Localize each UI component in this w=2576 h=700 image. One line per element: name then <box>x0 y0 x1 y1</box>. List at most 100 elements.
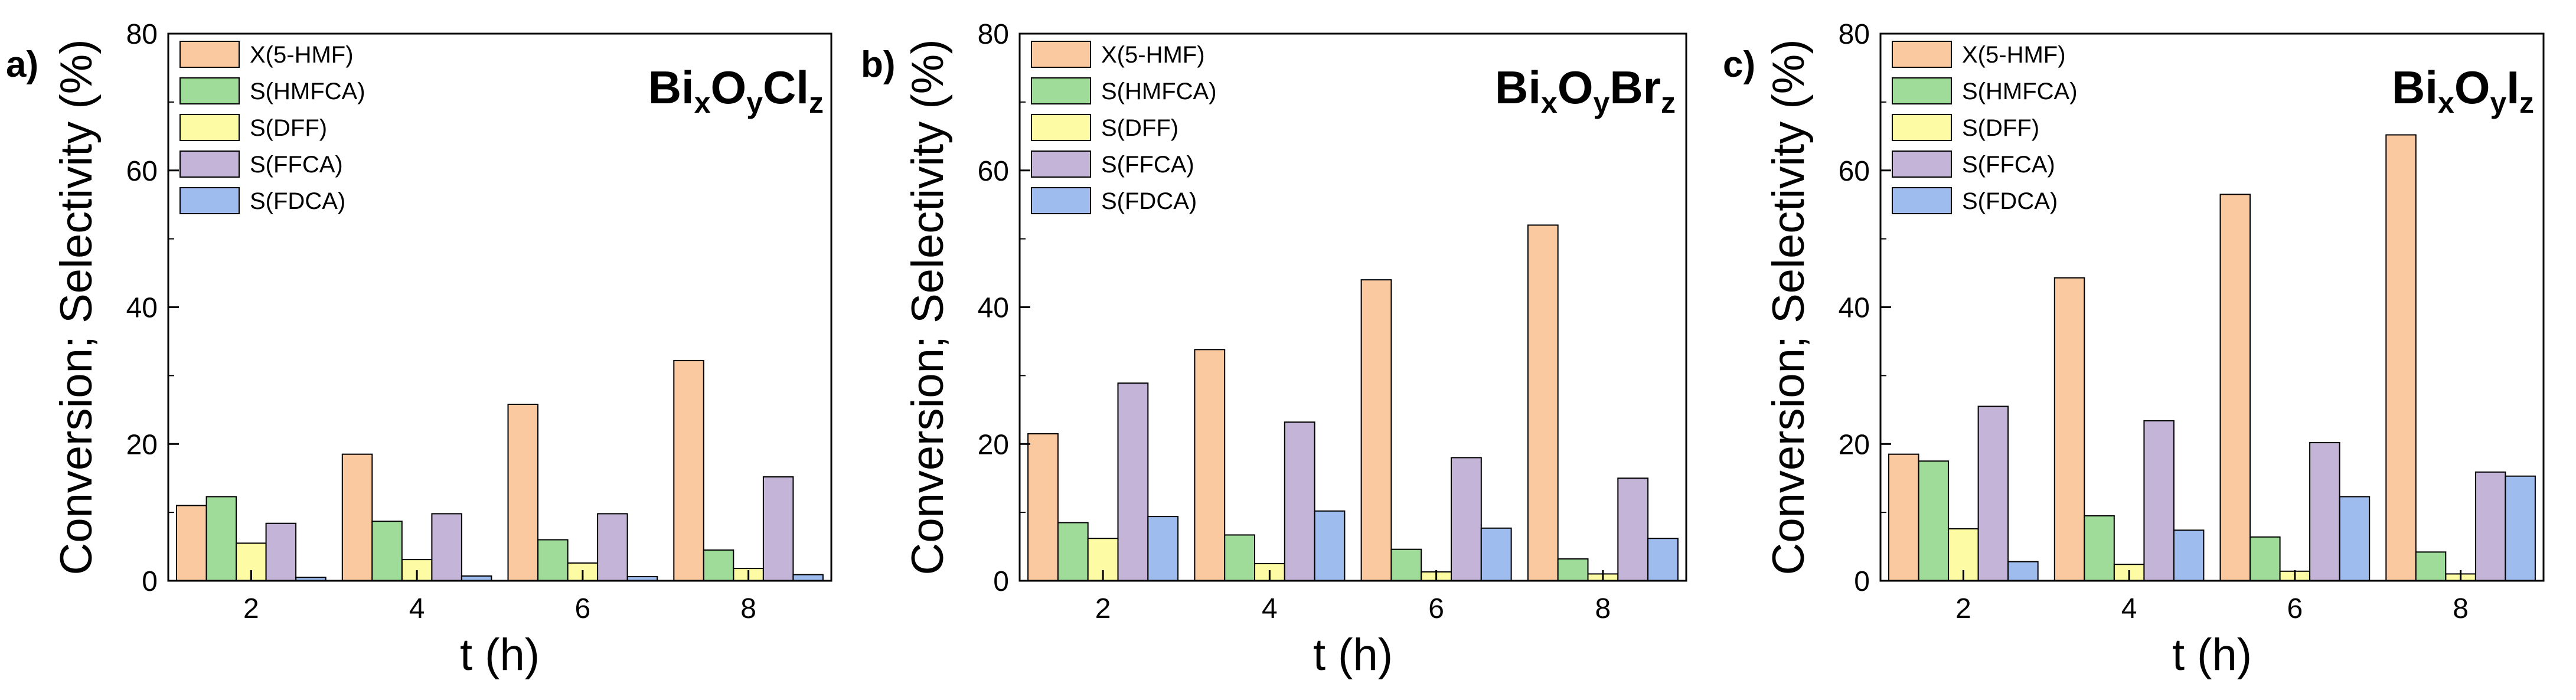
x-tick-label: 2 <box>1955 593 1971 624</box>
legend-swatch <box>1892 77 1952 104</box>
x-tick-label: 8 <box>740 593 756 624</box>
bar <box>176 505 207 581</box>
y-tick-label: 40 <box>126 293 158 324</box>
legend-label: S(FDCA) <box>250 188 345 214</box>
chart-title-element: I <box>2506 61 2519 113</box>
bar <box>1480 527 1512 581</box>
chart-title-element: O <box>1558 61 1594 113</box>
bar <box>2219 194 2251 581</box>
chart-title-subscript: x <box>1541 86 1558 119</box>
x-tick-label: 6 <box>575 593 591 624</box>
panel-label: c) <box>1723 44 1755 85</box>
x-tick-label: 6 <box>2287 593 2303 624</box>
bar <box>2143 420 2175 582</box>
legend-swatch <box>1892 41 1952 68</box>
bar <box>2007 561 2039 581</box>
y-tick-label: 80 <box>126 19 158 50</box>
chart-title-subscript: x <box>2438 86 2454 119</box>
bar <box>2385 134 2417 581</box>
bar <box>1027 433 1059 582</box>
bar <box>2053 277 2085 581</box>
bar <box>1918 460 1950 582</box>
bar <box>1617 477 1649 582</box>
bar <box>762 476 794 582</box>
bar <box>2173 529 2205 581</box>
legend-swatch <box>1031 114 1091 141</box>
chart-title: Bix​Oy​Brz​ <box>1495 61 1676 119</box>
bar <box>1224 534 1255 582</box>
legend: X(5-HMF) S(HMFCA) S(DFF) S(FFCA) S(FDCA) <box>179 41 365 214</box>
bar <box>1360 279 1392 581</box>
bar <box>507 404 538 581</box>
x-tick-label: 4 <box>2121 593 2137 624</box>
bar <box>1057 522 1089 581</box>
legend-label: S(HMFCA) <box>1101 78 1217 104</box>
y-axis-title: Conversion; Selectivity (%) <box>903 39 953 575</box>
bar <box>1314 510 1346 581</box>
chart-title-element: Bi <box>2392 61 2438 113</box>
bar <box>1557 558 1589 582</box>
bar <box>205 496 237 581</box>
legend-label: S(FFCA) <box>1962 152 2055 178</box>
bar <box>1117 382 1149 581</box>
y-tick-label: 0 <box>993 566 1009 597</box>
bar <box>1647 538 1679 582</box>
legend: X(5-HMF) S(HMFCA) S(DFF) S(FFCA) S(FDCA) <box>1031 41 1217 214</box>
legend-swatch <box>1031 187 1091 214</box>
bar <box>265 522 297 582</box>
chart-title-element: Bi <box>648 61 694 113</box>
x-tick-label: 8 <box>2453 593 2469 624</box>
bar <box>2084 515 2115 582</box>
bar <box>673 359 704 582</box>
legend-swatch <box>179 41 240 68</box>
y-tick-label: 0 <box>1854 566 1870 597</box>
legend-swatch <box>179 77 240 104</box>
y-tick-label: 20 <box>978 429 1009 460</box>
legend-swatch <box>1031 77 1091 104</box>
bar <box>1527 224 1559 581</box>
legend-swatch <box>1892 114 1952 141</box>
chart-panel-2: 0 20 40 60 80 2 4 6 8 t (h) Conversion; Selectivit… <box>861 19 1687 680</box>
legend-swatch <box>1031 151 1091 178</box>
legend-label: X(5-HMF) <box>1101 42 1205 68</box>
x-tick-label: 4 <box>1262 593 1278 624</box>
chart-title-subscript: y <box>746 86 763 119</box>
x-axis-title: t (h) <box>1313 630 1393 680</box>
y-tick-label: 60 <box>1839 156 1870 187</box>
x-axis-title: t (h) <box>460 630 540 680</box>
bar <box>2415 551 2447 581</box>
chart-title-subscript: z <box>2519 86 2534 119</box>
bar <box>2309 441 2340 582</box>
x-tick-label: 6 <box>1428 593 1444 624</box>
legend-label: X(5-HMF) <box>1962 42 2066 68</box>
bar <box>341 453 373 581</box>
chart-title-element: O <box>711 61 747 113</box>
legend-label: S(HMFCA) <box>250 78 365 104</box>
legend-label: S(FFCA) <box>250 152 343 178</box>
legend-swatch <box>1892 187 1952 214</box>
bar <box>537 539 569 581</box>
y-tick-label: 60 <box>126 156 158 187</box>
chart-title-element: O <box>2454 61 2490 113</box>
bar <box>2339 496 2371 581</box>
legend-label: S(FDCA) <box>1101 188 1197 214</box>
legend-swatch <box>179 114 240 141</box>
y-axis-title: Conversion; Selectivity (%) <box>51 39 102 575</box>
bar <box>2505 475 2536 582</box>
chart-title-subscript: y <box>2490 86 2507 119</box>
chart-title-subscript: x <box>694 86 711 119</box>
x-tick-label: 2 <box>243 593 259 624</box>
y-tick-label: 20 <box>126 429 158 460</box>
y-tick-label: 40 <box>978 293 1009 324</box>
legend-label: S(DFF) <box>1962 115 2039 141</box>
x-tick-label: 4 <box>409 593 425 624</box>
bar <box>371 521 403 582</box>
y-tick-label: 80 <box>978 19 1009 50</box>
y-tick-label: 80 <box>1839 19 1870 50</box>
chart-title-element: Bi <box>1495 61 1541 113</box>
bar <box>792 574 824 581</box>
legend-swatch <box>179 151 240 178</box>
chart-title-subscript: y <box>1594 86 1610 119</box>
legend: X(5-HMF) S(HMFCA) S(DFF) S(FFCA) S(FDCA) <box>1892 41 2078 214</box>
y-tick-label: 60 <box>978 156 1009 187</box>
